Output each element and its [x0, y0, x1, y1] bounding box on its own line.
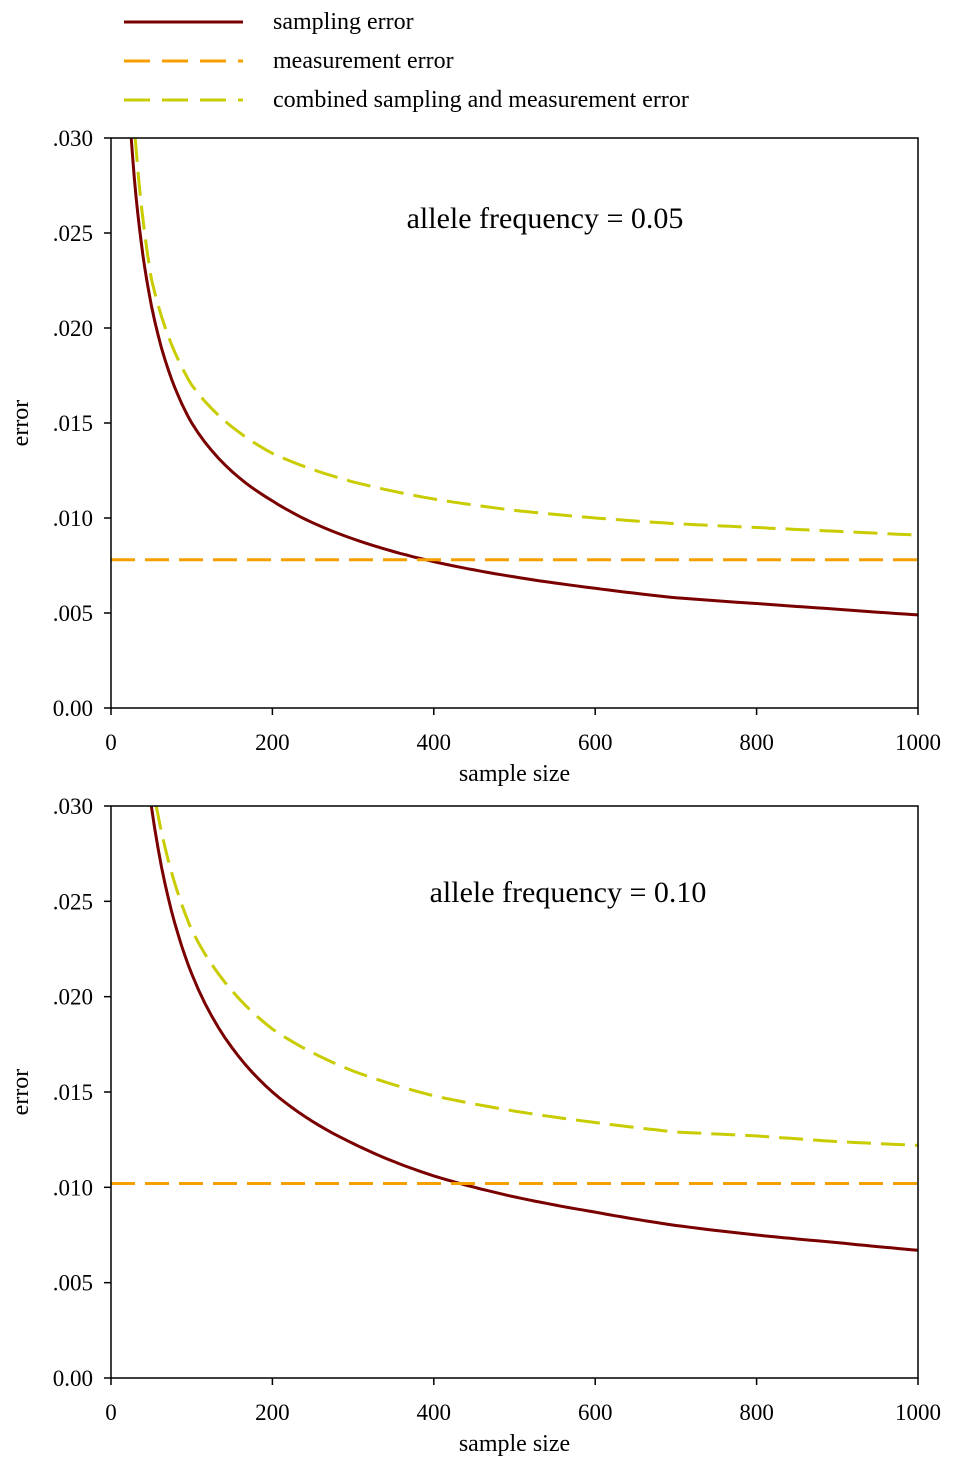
legend-label-1: measurement error [273, 48, 454, 74]
x-tick-label: 1000 [895, 1400, 941, 1425]
y-tick-label: 0.00 [53, 696, 93, 721]
x-tick-label: 400 [417, 730, 452, 755]
series-line-2 [154, 806, 918, 1147]
chart-top: 0 200 400 600 800 1000 0.00 .005 .010 .015 .020 .02… [8, 126, 941, 787]
series-line-0 [129, 138, 918, 617]
legend-label-2: combined sampling and measurement error [273, 87, 689, 113]
x-tick-label: 800 [739, 730, 774, 755]
x-tick-label: 200 [255, 1400, 290, 1425]
series-line-0 [149, 806, 918, 1252]
x-tick-label: 600 [578, 730, 613, 755]
x-axis-label: sample size [459, 761, 570, 787]
y-axis-label: error [8, 400, 34, 447]
x-tick-label: 400 [417, 1400, 452, 1425]
chart-annotation: allele frequency = 0.05 [407, 202, 684, 235]
y-tick-label: .005 [53, 601, 93, 626]
x-tick-label: 800 [739, 1400, 774, 1425]
y-tick-label: .020 [53, 316, 93, 341]
y-tick-label: .020 [53, 985, 93, 1010]
x-tick-label: 600 [578, 1400, 613, 1425]
x-tick-label: 0 [105, 730, 117, 755]
y-tick-label: .015 [53, 411, 93, 436]
y-tick-label: .015 [53, 1080, 93, 1105]
y-tick-label: .030 [53, 126, 93, 151]
y-tick-label: .025 [53, 889, 93, 914]
y-tick-label: .030 [53, 794, 93, 819]
y-tick-label: 0.00 [53, 1366, 93, 1391]
series-line-2 [133, 138, 918, 537]
chart-bottom: 0 200 400 600 800 1000 0.00 .005 .010 .015 .020 .02… [8, 794, 941, 1457]
x-tick-label: 1000 [895, 730, 941, 755]
y-tick-label: .005 [53, 1271, 93, 1296]
y-tick-label: .025 [53, 221, 93, 246]
y-tick-label: .010 [53, 506, 93, 531]
x-tick-label: 200 [255, 730, 290, 755]
legend-label-0: sampling error [273, 9, 414, 35]
x-axis-label: sample size [459, 1431, 570, 1457]
x-tick-label: 0 [105, 1400, 117, 1425]
y-axis-label: error [8, 1069, 34, 1116]
y-tick-label: .010 [53, 1175, 93, 1200]
legend: sampling error measurement error combined … [124, 9, 689, 113]
chart-annotation: allele frequency = 0.10 [430, 876, 707, 909]
